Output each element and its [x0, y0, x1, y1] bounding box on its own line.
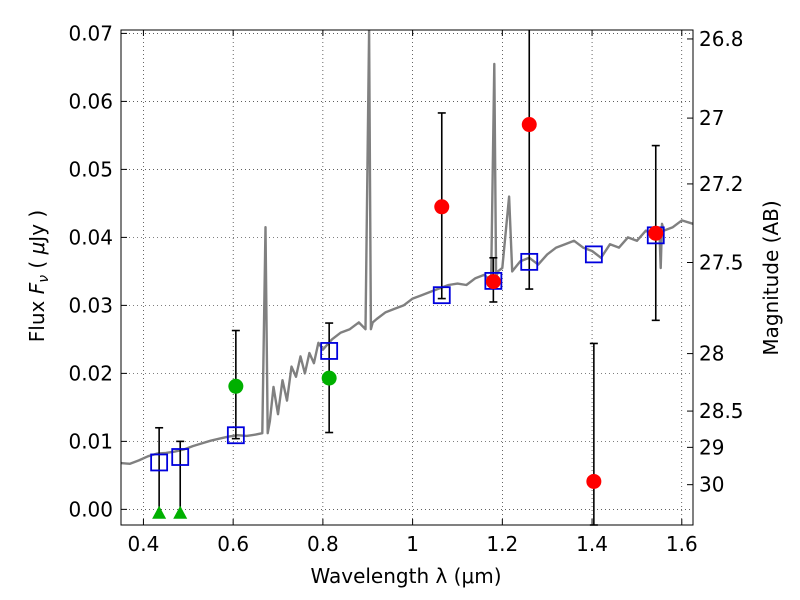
upper-limit-marker	[173, 505, 188, 519]
model-spectrum-line	[121, 30, 693, 465]
red-data-point	[648, 225, 664, 241]
y-tick-label: 0.00	[68, 497, 113, 521]
y-axis-label-part: Jy )	[25, 210, 49, 244]
y-tick-label: 0.05	[68, 157, 113, 181]
model-photometry-point	[584, 245, 603, 264]
red-data-point	[434, 199, 450, 215]
y2-tick-label: 28.5	[699, 399, 744, 423]
green-data-point	[228, 378, 244, 394]
y-axis-label-part: ν	[36, 275, 52, 283]
y2-tick-label: 30	[699, 473, 724, 497]
tick-layer: 0.4 0.6 0.8 1 1.2 1.4 1.6 0.00 0.01 0.02 0.03 0.04 0…	[68, 21, 743, 556]
plot-frame	[120, 29, 694, 526]
y2-tick-label: 26.8	[699, 27, 744, 51]
x-tick-label: 0.8	[307, 532, 339, 556]
red-data-point	[586, 473, 602, 489]
upper-limit-marker	[152, 505, 167, 519]
x-tick-label: 1.4	[576, 532, 608, 556]
model-photometry-point	[320, 342, 339, 360]
y2-tick-label: 29	[699, 435, 724, 459]
x-tick-label: 1	[406, 532, 419, 556]
y2-tick-label: 27	[699, 106, 724, 130]
y-axis-label-part: (	[25, 254, 49, 275]
grid	[121, 30, 693, 525]
y2-tick-label: 28	[699, 342, 724, 366]
x-axis-label: Wavelength λ (μm)	[310, 564, 501, 588]
spectrum-layer	[121, 30, 693, 465]
x-tick-label: 0.4	[128, 532, 160, 556]
green-data-point	[321, 370, 337, 386]
model-photometry-point	[171, 448, 190, 466]
y-tick-label: 0.06	[68, 89, 113, 113]
model-photometry-point	[432, 286, 451, 305]
red-data-point	[485, 274, 501, 290]
y2-axis-label: Magnitude (AB)	[759, 200, 783, 355]
y-axis-label-part: μ	[25, 242, 49, 256]
red-data-point	[521, 117, 537, 133]
y2-tick-label: 27.5	[699, 250, 744, 274]
marker-layer	[150, 117, 665, 519]
model-photometry-point	[520, 252, 539, 271]
y-axis-label-part: F	[25, 282, 49, 294]
y-tick-label: 0.04	[68, 225, 113, 249]
y-tick-label: 0.07	[68, 21, 113, 45]
y-axis-label: Flux Fν ( μJy )	[25, 210, 52, 342]
y-axis-label-part: Flux	[25, 294, 49, 342]
y-tick-label: 0.01	[68, 429, 113, 453]
x-tick-label: 0.6	[217, 532, 249, 556]
y-tick-label: 0.02	[68, 361, 113, 385]
y2-tick-label: 27.2	[699, 172, 744, 196]
model-photometry-point	[150, 453, 169, 472]
y-tick-label: 0.03	[68, 293, 113, 317]
x-tick-label: 1.6	[666, 532, 698, 556]
x-tick-label: 1.2	[486, 532, 518, 556]
model-photometry-point	[226, 426, 245, 445]
